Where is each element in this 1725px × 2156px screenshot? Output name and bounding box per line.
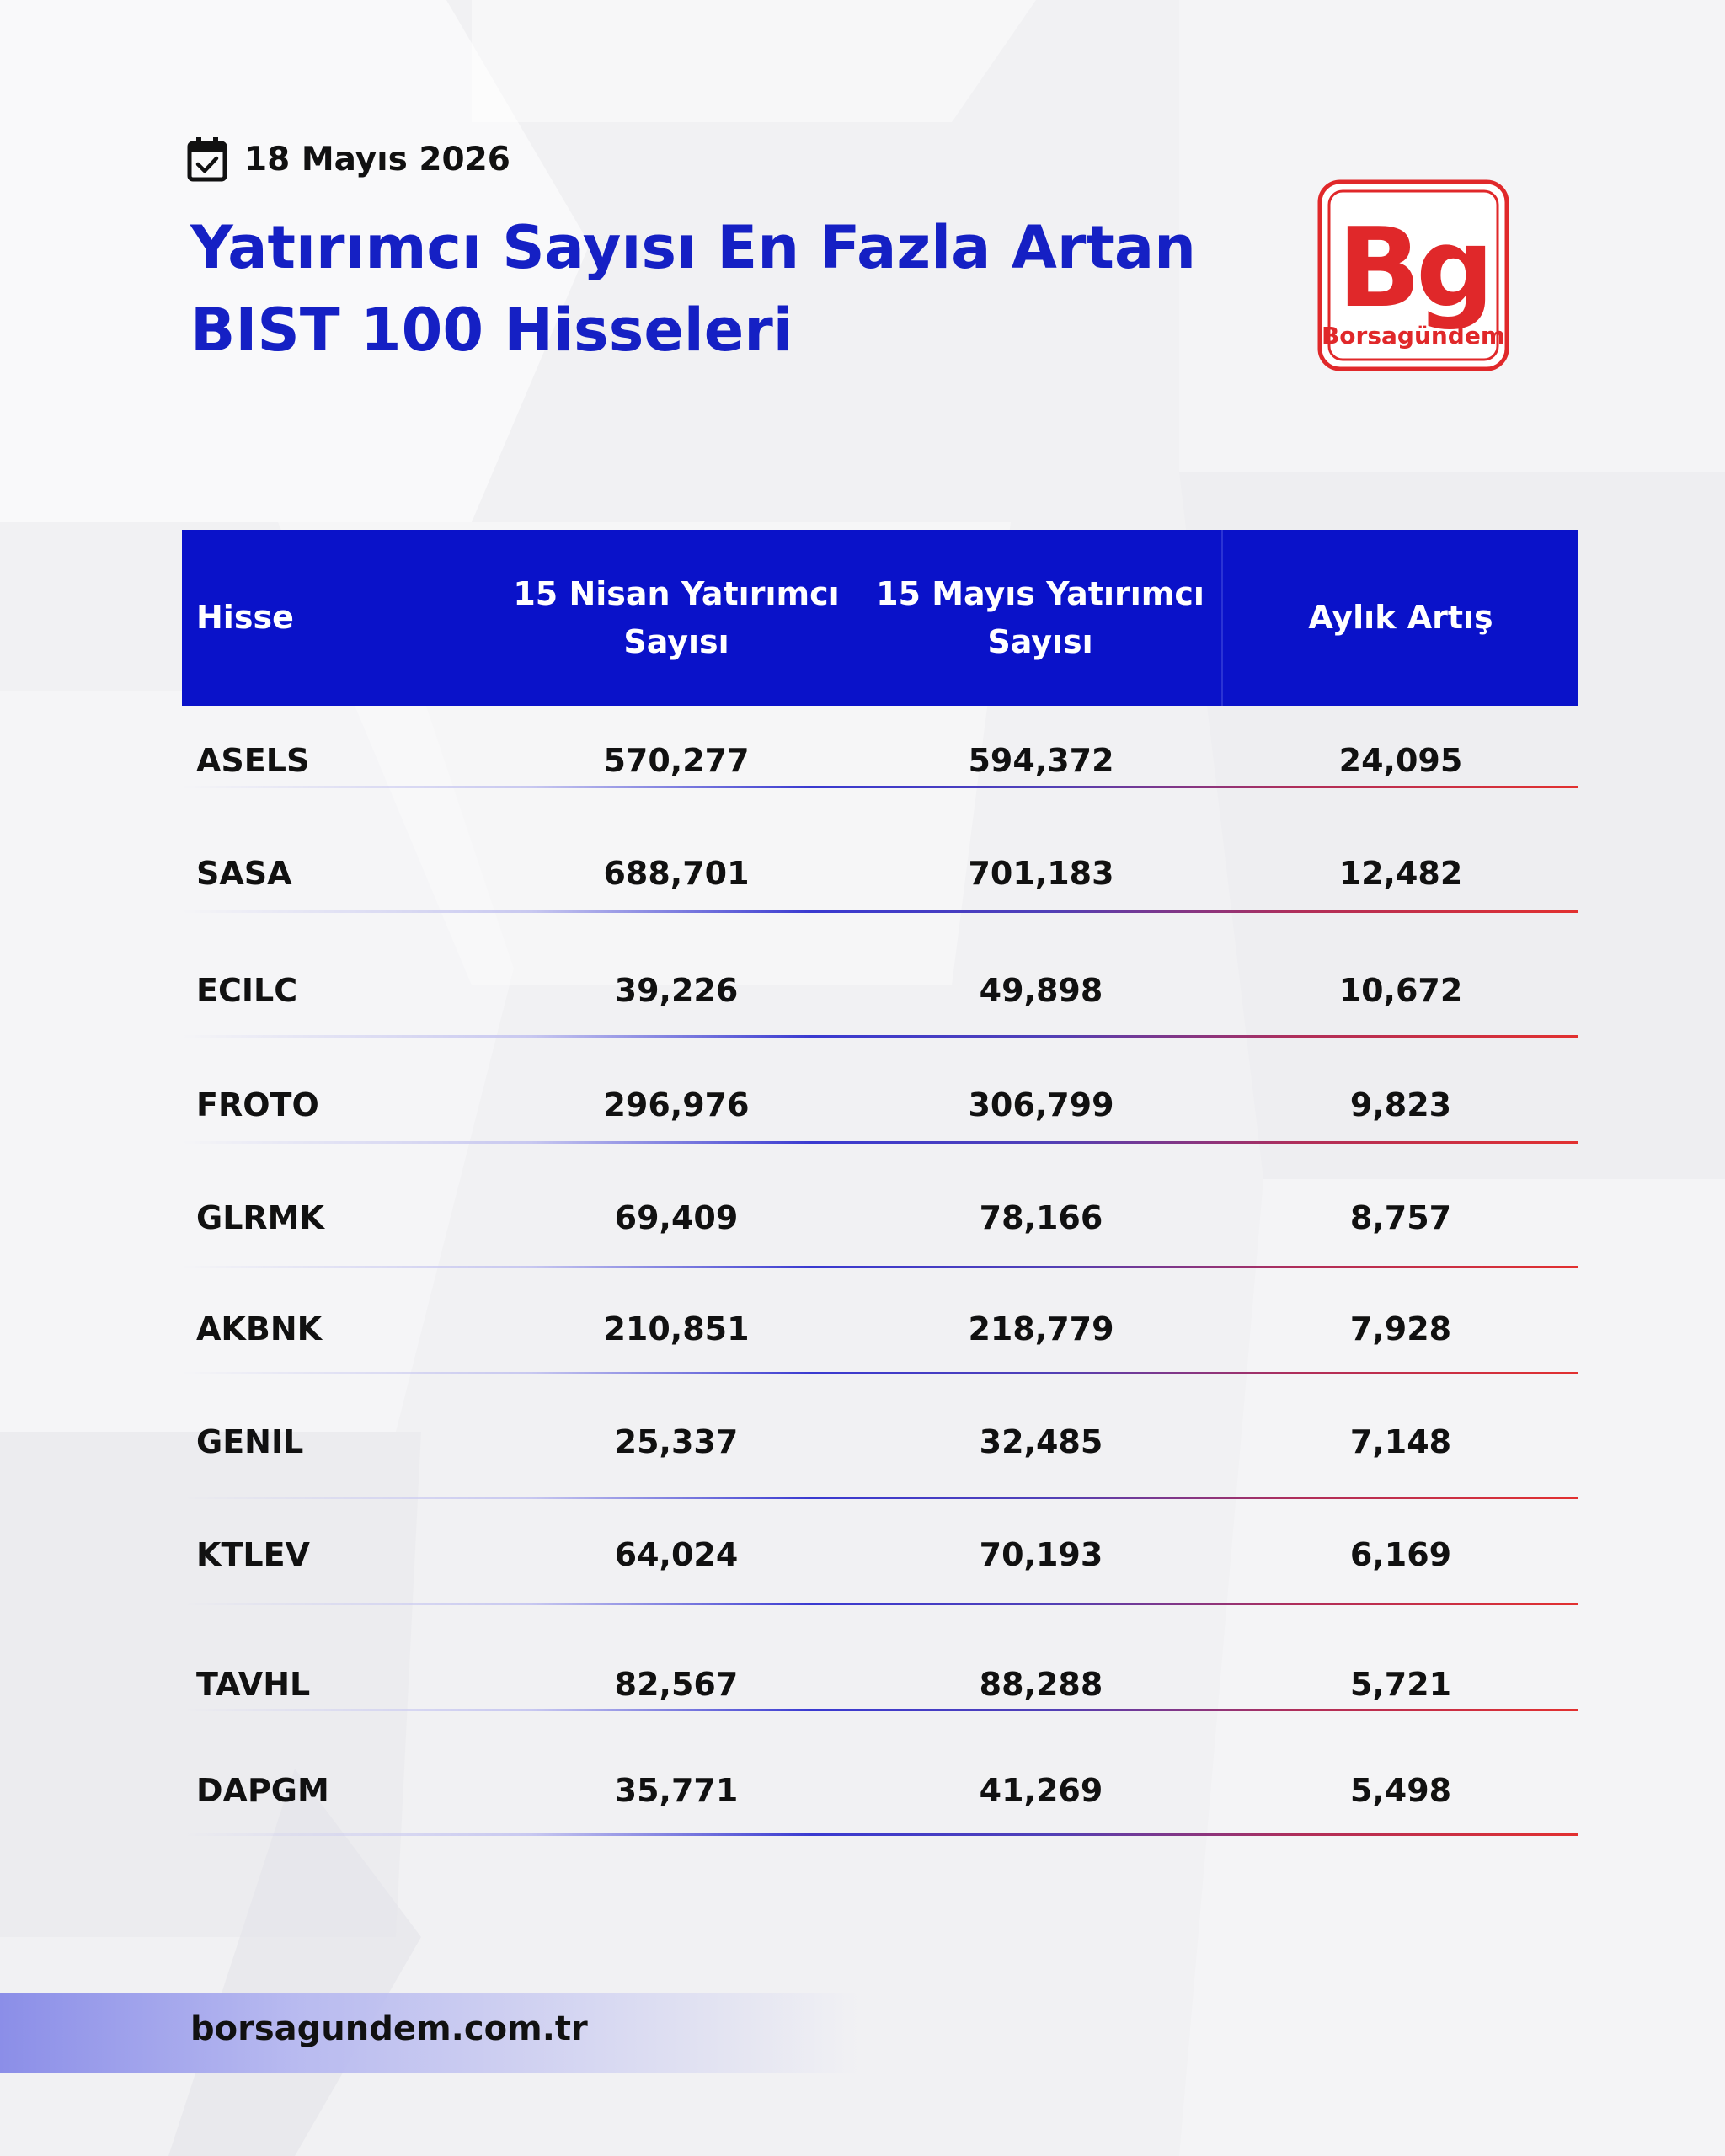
column-header-may: 15 Mayıs Yatırımcı Sayısı [859,530,1223,706]
cell-increase: 7,148 [1349,1423,1452,1460]
cell-april: 210,851 [603,1310,750,1348]
title-line-1: Yatırımcı Sayısı En Fazla Artan [190,213,1196,282]
table-header: Hisse 15 Nisan Yatırımcı Sayısı 15 Mayıs… [182,530,1578,706]
page-title: Yatırımcı Sayısı En Fazla Artan BIST 100… [190,206,1285,371]
cell-may: 306,799 [968,1086,1114,1123]
table-row: AKBNK 210,851 218,779 7,928 [182,1268,1578,1374]
cell-april: 64,024 [614,1536,739,1573]
cell-ticker: KTLEV [196,1536,310,1573]
cell-april: 570,277 [603,742,750,779]
svg-text:Bg: Bg [1338,204,1489,332]
cell-april: 688,701 [603,855,750,892]
date-row: 18 Mayıs 2026 [187,135,510,184]
cell-increase: 24,095 [1338,742,1463,779]
title-line-2: BIST 100 Hisseleri [190,296,793,365]
cell-may: 594,372 [968,742,1114,779]
calendar-check-icon [187,137,227,182]
table-row: GLRMK 69,409 78,166 8,757 [182,1144,1578,1268]
column-header-april: 15 Nisan Yatırımcı Sayısı [513,574,840,660]
cell-increase: 9,823 [1349,1086,1452,1123]
footer-url: borsagundem.com.tr [190,2009,588,2048]
cell-increase: 12,482 [1338,855,1463,892]
table-row: SASA 688,701 701,183 12,482 [182,788,1578,913]
cell-may: 88,288 [979,1666,1103,1703]
cell-ticker: FROTO [196,1086,319,1123]
table-row: ECILC 39,226 49,898 10,672 [182,913,1578,1038]
cell-may: 70,193 [979,1536,1103,1573]
cell-ticker: TAVHL [196,1666,311,1703]
cell-may: 78,166 [979,1199,1103,1236]
table-row: DAPGM 35,771 41,269 5,498 [182,1711,1578,1836]
cell-april: 35,771 [614,1772,739,1809]
table-row: GENIL 25,337 32,485 7,148 [182,1374,1578,1499]
cell-increase: 5,498 [1349,1772,1452,1809]
table-row: KTLEV 64,024 70,193 6,169 [182,1499,1578,1605]
table-row: FROTO 296,976 306,799 9,823 [182,1038,1578,1144]
svg-text:Borsagündem: Borsagündem [1322,322,1505,350]
date-label: 18 Mayıs 2026 [244,140,510,179]
cell-may: 49,898 [979,972,1103,1009]
borsagundem-logo: Bg Borsagündem [1317,179,1509,371]
column-header-hisse: Hisse [196,599,294,636]
cell-ticker: DAPGM [196,1772,329,1809]
cell-increase: 10,672 [1338,972,1463,1009]
cell-ticker: SASA [196,855,292,892]
cell-ticker: ASELS [196,742,310,779]
table-row: TAVHL 82,567 88,288 5,721 [182,1605,1578,1711]
cell-april: 296,976 [603,1086,750,1123]
cell-ticker: AKBNK [196,1310,323,1348]
cell-ticker: GENIL [196,1423,304,1460]
cell-april: 69,409 [614,1199,739,1236]
cell-increase: 7,928 [1349,1310,1452,1348]
cell-may: 41,269 [979,1772,1103,1809]
column-header-increase: Aylık Artış [1308,599,1493,636]
cell-ticker: ECILC [196,972,298,1009]
investor-table: Hisse 15 Nisan Yatırımcı Sayısı 15 Mayıs… [182,530,1578,1836]
cell-ticker: GLRMK [196,1199,324,1236]
cell-may: 32,485 [979,1423,1103,1460]
cell-increase: 6,169 [1349,1536,1452,1573]
cell-increase: 8,757 [1349,1199,1452,1236]
footer-band [0,1993,859,2073]
cell-april: 82,567 [614,1666,739,1703]
cell-may: 701,183 [968,855,1114,892]
table-row: ASELS 570,277 594,372 24,095 [182,706,1578,788]
cell-april: 25,337 [614,1423,739,1460]
cell-may: 218,779 [968,1310,1114,1348]
cell-april: 39,226 [614,972,739,1009]
cell-increase: 5,721 [1349,1666,1452,1703]
